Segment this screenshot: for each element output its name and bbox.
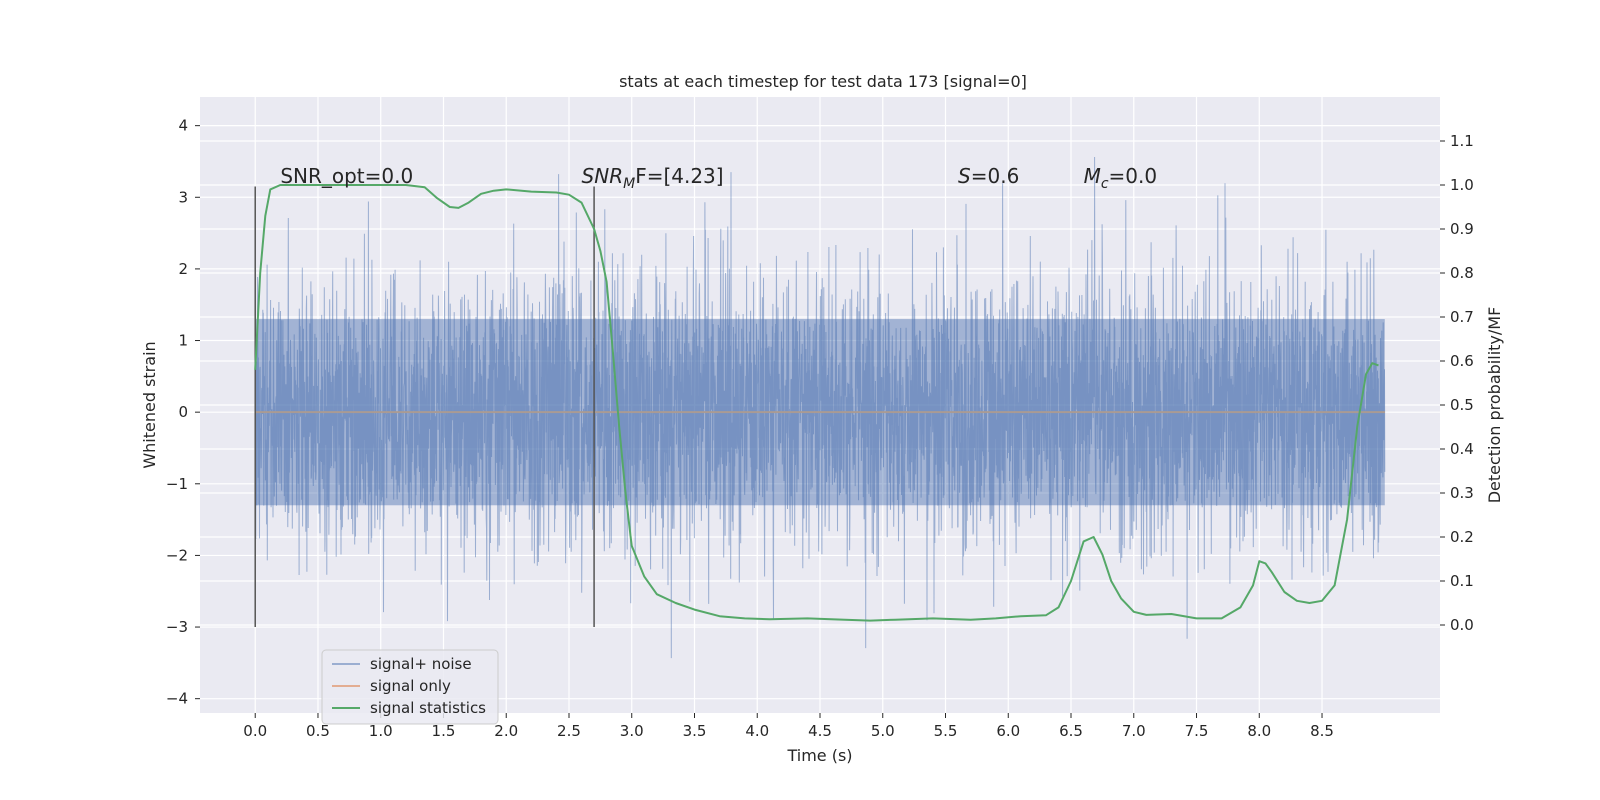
y-right-tick-label-5: 0.5 — [1450, 396, 1474, 414]
y-tick-label-8: 4 — [178, 117, 188, 135]
x-tick-label-8: 4.0 — [745, 722, 769, 740]
y-axis-label: Whitened strain — [140, 341, 159, 468]
y-tick-label-0: −4 — [166, 690, 188, 708]
y-right-tick-label-7: 0.7 — [1450, 308, 1474, 326]
y-axis-right: 0.0 0.1 0.2 0.3 0.4 0.5 0.6 0.7 0.8 0.9 1.0 1.1 — [1440, 132, 1474, 634]
x-tick-label-16: 8.0 — [1247, 722, 1271, 740]
x-tick-label-17: 8.5 — [1310, 722, 1334, 740]
x-tick-label-13: 6.5 — [1059, 722, 1083, 740]
legend-label-0: signal+ noise — [370, 655, 472, 673]
y-right-tick-label-11: 1.1 — [1450, 132, 1474, 150]
annotations: SNR_opt=0.0 SNRMF=[4.23] S=0.6 Mc=0.0 — [280, 164, 1157, 192]
y-tick-label-5: 1 — [178, 332, 188, 350]
y-right-tick-label-4: 0.4 — [1450, 440, 1474, 458]
legend-label-1: signal only — [370, 677, 451, 695]
signal-statistics-line — [254, 184, 1379, 622]
chart-title: stats at each timestep for test data 173… — [619, 72, 1027, 91]
y-tick-label-1: −3 — [166, 618, 188, 636]
signal-plus-noise-line — [254, 156, 1386, 659]
x-tick-label-14: 7.0 — [1122, 722, 1146, 740]
x-tick-label-6: 3.0 — [620, 722, 644, 740]
x-tick-label-10: 5.0 — [871, 722, 895, 740]
annotation-2: S=0.6 — [958, 164, 1019, 188]
y-right-tick-label-8: 0.8 — [1450, 264, 1474, 282]
y-right-tick-label-9: 0.9 — [1450, 220, 1474, 238]
annotation-1: SNRMF=[4.23] — [582, 164, 724, 192]
y-tick-label-2: −2 — [166, 546, 188, 564]
x-tick-label-7: 3.5 — [683, 722, 707, 740]
x-tick-label-15: 7.5 — [1185, 722, 1209, 740]
y-tick-label-6: 2 — [178, 260, 188, 278]
x-tick-label-1: 0.5 — [306, 722, 330, 740]
x-axis-label: Time (s) — [786, 746, 852, 765]
x-tick-label-9: 4.5 — [808, 722, 832, 740]
y-right-tick-label-10: 1.0 — [1450, 176, 1474, 194]
y-axis-label-right: Detection probability/MF — [1485, 307, 1504, 504]
y-right-tick-label-3: 0.3 — [1450, 484, 1474, 502]
x-tick-label-0: 0.0 — [243, 722, 267, 740]
x-tick-label-11: 5.5 — [934, 722, 958, 740]
annotation-0: SNR_opt=0.0 — [280, 164, 413, 188]
y-tick-label-3: −1 — [166, 475, 188, 493]
y-axis-left: −4 −3 −2 −1 0 1 2 3 4 — [166, 117, 200, 708]
x-axis: 0.0 0.5 1.0 1.5 2.0 2.5 3.0 3.5 4.0 4.5 5.0 5.5 6.0 6… — [243, 713, 1334, 740]
x-tick-label-5: 2.5 — [557, 722, 581, 740]
legend-box — [321, 649, 499, 725]
y-tick-label-4: 0 — [178, 403, 188, 421]
x-tick-label-2: 1.0 — [369, 722, 393, 740]
signal-statistics-series — [254, 184, 1379, 622]
marker-lines — [254, 186, 595, 628]
x-tick-label-4: 2.0 — [494, 722, 518, 740]
legend-label-2: signal statistics — [370, 699, 486, 717]
x-tick-label-12: 6.0 — [996, 722, 1020, 740]
y-tick-label-7: 3 — [178, 188, 188, 206]
y-right-tick-label-1: 0.1 — [1450, 572, 1474, 590]
legend: signal+ noise signal only signal statistic… — [321, 649, 499, 725]
y-right-tick-label-6: 0.6 — [1450, 352, 1474, 370]
y-right-tick-label-2: 0.2 — [1450, 528, 1474, 546]
y-right-tick-label-0: 0.0 — [1450, 616, 1474, 634]
x-tick-label-3: 1.5 — [432, 722, 456, 740]
annotation-3: Mc=0.0 — [1084, 164, 1158, 192]
